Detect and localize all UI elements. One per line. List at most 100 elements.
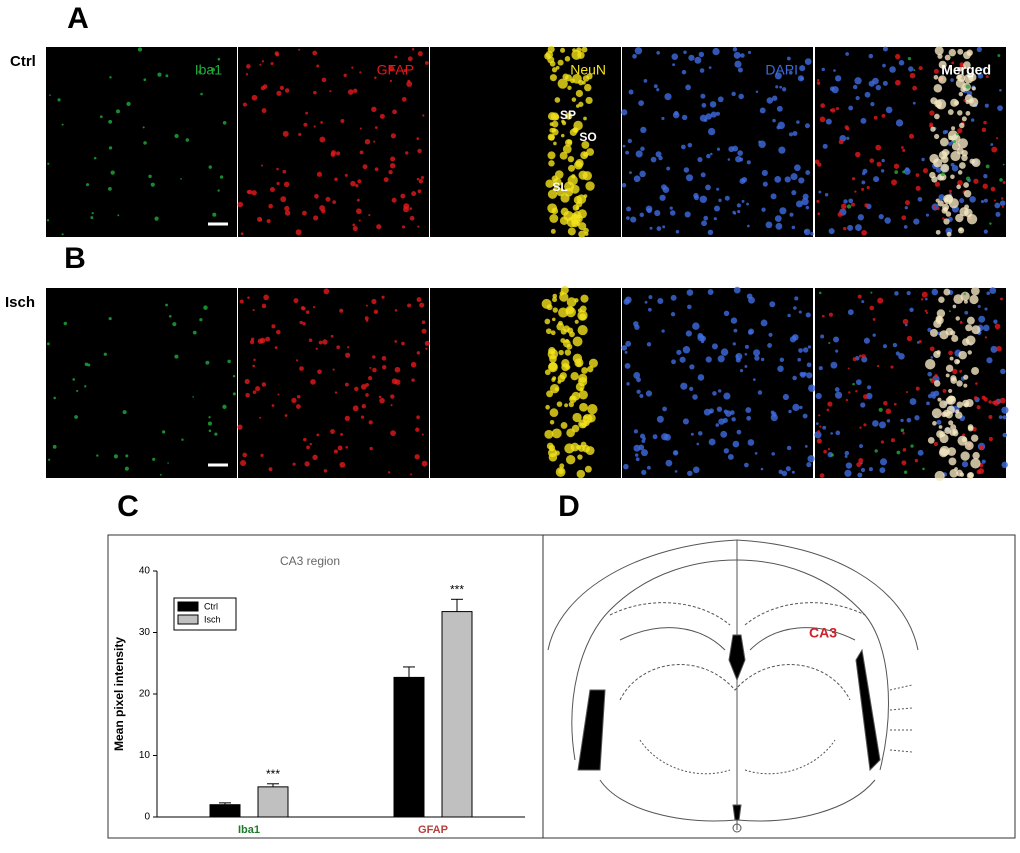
signal-dot [933,68,939,74]
signal-dot [986,291,991,296]
signal-dot [109,76,112,79]
signal-dot [774,175,782,183]
signal-dot [805,312,811,318]
signal-dot [850,202,856,207]
signal-dot [633,429,639,434]
signal-dot [268,203,273,209]
signal-dot [855,151,861,158]
signal-dot [249,340,255,345]
signal-dot [912,85,918,91]
signal-dot [775,222,783,230]
signal-dot [697,374,705,381]
signal-dot [806,362,812,368]
signal-dot [545,404,550,410]
signal-dot [674,470,678,473]
signal-dot [999,88,1002,92]
signal-dot [246,64,251,69]
signal-dot [232,374,236,378]
signal-dot [815,392,822,400]
signal-dot [924,359,936,370]
signal-dot [203,305,208,310]
signal-dot [570,371,579,381]
signal-dot [939,330,949,340]
signal-dot [621,182,627,188]
signal-dot [649,226,653,230]
signal-dot [360,384,367,390]
signal-dot [745,407,752,413]
signal-dot [969,196,976,203]
signal-dot [747,224,750,228]
signal-dot [945,373,950,378]
signal-dot [305,111,308,115]
signal-dot [950,174,955,180]
signal-dot [388,169,393,175]
signal-dot [296,394,301,399]
signal-dot [746,202,749,206]
micrograph: Merged [814,46,1006,237]
signal-dot [581,46,588,53]
bar [393,676,425,818]
signal-dot [802,413,808,419]
signal-dot [313,215,319,221]
signal-dot [329,90,332,93]
signal-dot [557,59,564,66]
signal-dot [1000,368,1006,375]
signal-dot [775,85,779,89]
signal-dot [544,52,551,60]
signal-dot [902,148,906,152]
signal-dot [306,445,310,450]
signal-dot [84,362,89,366]
signal-dot [990,345,998,353]
signal-dot [938,296,945,303]
signal-dot [864,91,871,98]
signal-dot [316,64,320,68]
signal-dot [867,385,872,390]
signal-dot [72,378,76,381]
signal-dot [711,343,718,350]
signal-dot [863,337,870,344]
signal-dot [908,66,914,72]
signal-dot [567,85,572,90]
signal-dot [661,329,665,333]
signal-dot [246,190,250,194]
signal-dot [956,359,960,364]
signal-dot [827,448,831,451]
signal-dot [977,304,981,308]
signal-dot [885,106,893,114]
signal-dot [261,108,267,114]
signal-dot [284,88,290,93]
signal-dot [942,217,945,220]
signal-dot [157,72,162,77]
signal-dot [707,127,716,136]
signal-dot [550,350,555,355]
signal-dot [318,340,323,345]
micrograph [237,288,430,478]
signal-dot [738,93,744,100]
signal-dot [261,303,267,309]
signal-dot [964,204,970,210]
signal-dot [762,181,768,187]
signal-dot [777,365,784,373]
signal-dot [713,217,717,221]
signal-dot [829,86,835,92]
signal-dot [746,415,752,421]
signal-dot [656,50,660,55]
signal-dot [405,151,409,155]
signal-dot [639,212,644,218]
signal-dot [922,467,925,471]
signal-dot [948,457,957,466]
signal-dot [565,455,576,465]
signal-dot [76,389,79,393]
signal-dot [679,356,686,363]
signal-dot [950,330,956,336]
signal-dot [389,162,396,169]
signal-dot [861,300,865,304]
signal-dot [330,429,335,434]
signal-dot [577,454,583,460]
panel-letter: B [64,242,86,275]
signal-dot [948,48,957,57]
signal-dot [364,316,369,321]
signal-dot [765,221,773,229]
signal-dot [337,445,343,451]
signal-dot [744,365,748,368]
